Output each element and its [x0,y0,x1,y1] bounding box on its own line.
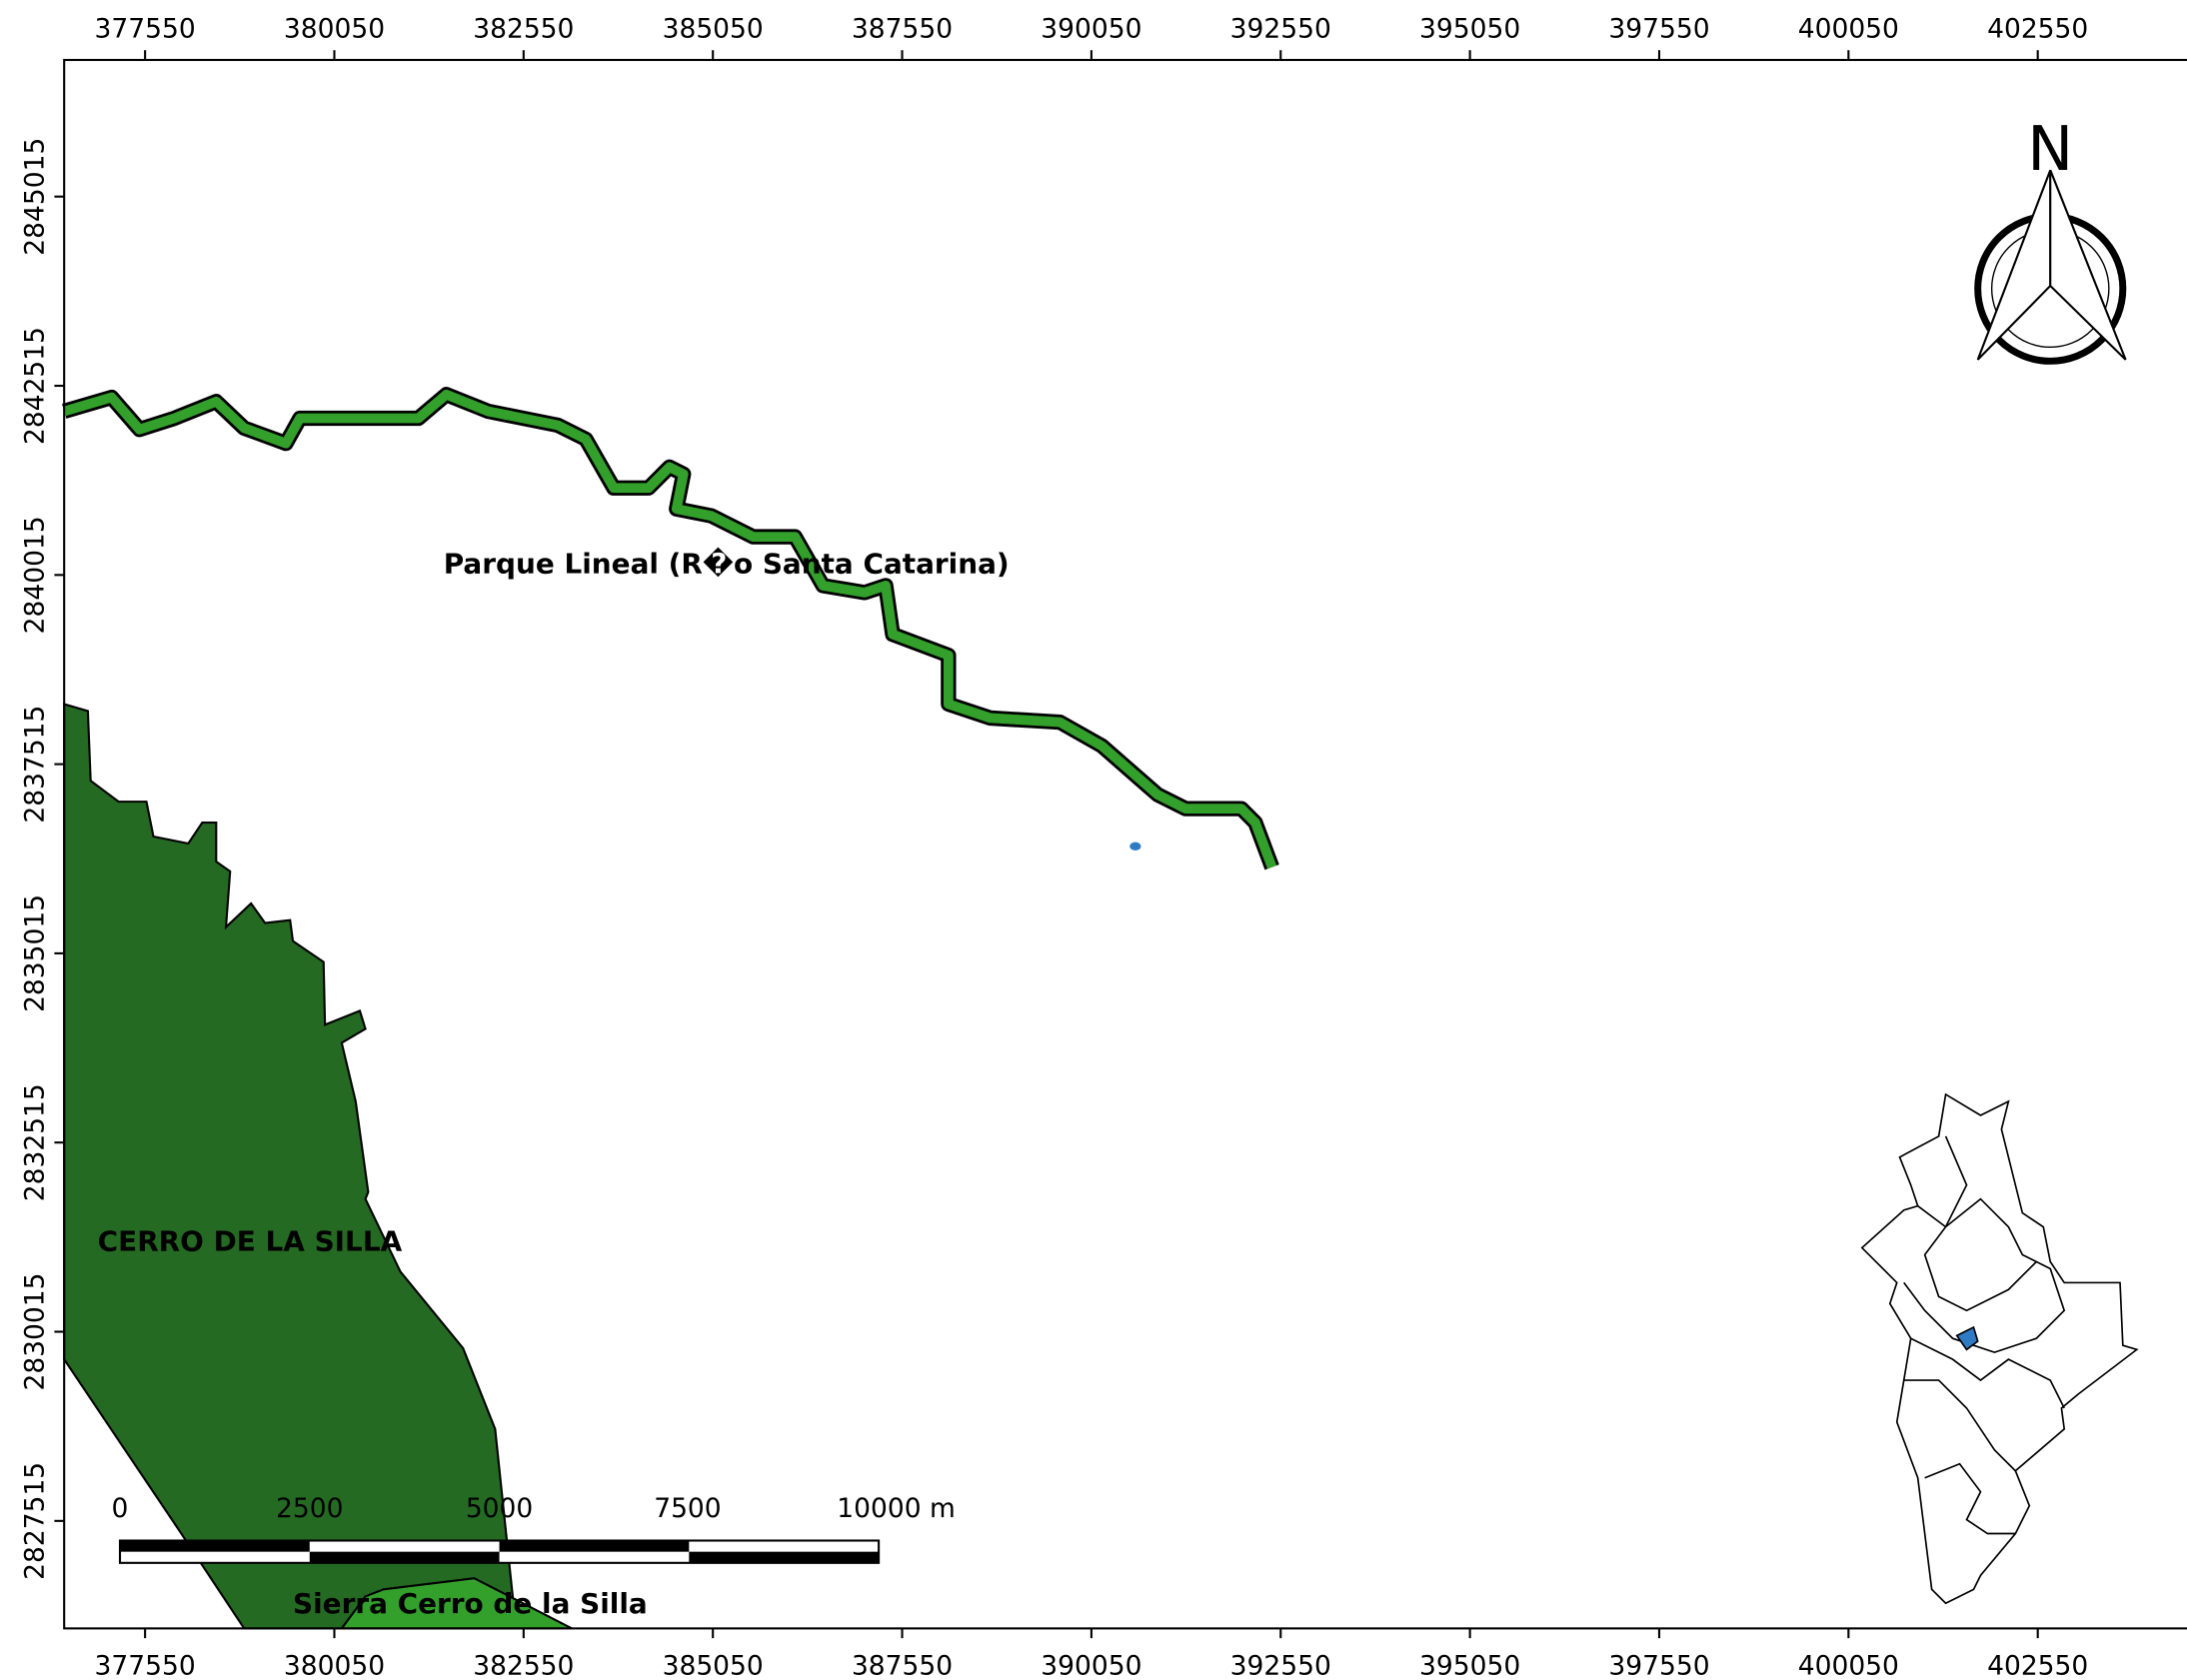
x-tick-label-bottom: 400050 [1798,1650,1899,1680]
river-label: Parque Lineal (R�o Santa Catarina) [444,547,1010,580]
scale-label: 2500 [276,1493,343,1524]
sierra-area [339,1577,573,1630]
x-tick-label-bottom: 402550 [1987,1650,2088,1680]
x-tick-label-bottom: 390050 [1041,1650,1141,1680]
scale-label: 10000 m [837,1493,956,1524]
y-tick-label: 2842515 [19,327,50,445]
inset-map [1860,1092,2139,1605]
map-frame-content: Parque Lineal (R�o Santa Catarina) CERRO… [62,387,1279,1630]
y-tick-label: 2830015 [19,1273,50,1391]
river [62,389,1277,869]
x-tick-label-top: 402550 [1987,14,2088,45]
point-feature [1129,841,1141,850]
x-tick-label-top: 397550 [1608,14,1709,45]
x-tick-label-top: 387550 [852,14,953,45]
x-tick-label-bottom: 395050 [1419,1650,1520,1680]
y-tick-label: 2832515 [19,1083,50,1201]
map-frame [63,58,2187,1630]
x-tick-label-top: 382550 [473,14,574,45]
x-tick-label-bottom: 397550 [1608,1650,1709,1680]
x-tick-label-top: 390050 [1041,14,1141,45]
north-label: N [2027,114,2073,185]
cerro-area [63,703,518,1630]
north-arrow: N [1974,114,2127,365]
scale-bar [118,1539,881,1564]
cerro-label: CERRO DE LA SILLA [98,1224,403,1257]
y-tick-label: 2845015 [19,138,50,256]
scale-label: 5000 [466,1493,533,1524]
scale-label: 7500 [654,1493,721,1524]
y-tick-label: 2835015 [19,894,50,1012]
x-tick-label-top: 377550 [95,14,196,45]
x-tick-label-top: 380050 [284,14,385,45]
x-tick-label-bottom: 387550 [852,1650,953,1680]
x-tick-label-top: 395050 [1419,14,1520,45]
x-tick-label-top: 392550 [1230,14,1331,45]
x-tick-label-top: 400050 [1798,14,1899,45]
x-tick-label-bottom: 385050 [663,1650,764,1680]
x-tick-label-top: 385050 [663,14,764,45]
sierra-label: Sierra Cerro de la Silla [293,1587,648,1620]
x-tick-label-bottom: 377550 [95,1650,196,1680]
y-tick-label: 2840015 [19,516,50,634]
y-tick-label: 2827515 [19,1462,50,1580]
x-tick-label-bottom: 382550 [473,1650,574,1680]
scale-label: 0 [112,1493,129,1524]
x-tick-label-bottom: 392550 [1230,1650,1331,1680]
y-tick-label: 2837515 [19,706,50,824]
x-tick-label-bottom: 380050 [284,1650,385,1680]
